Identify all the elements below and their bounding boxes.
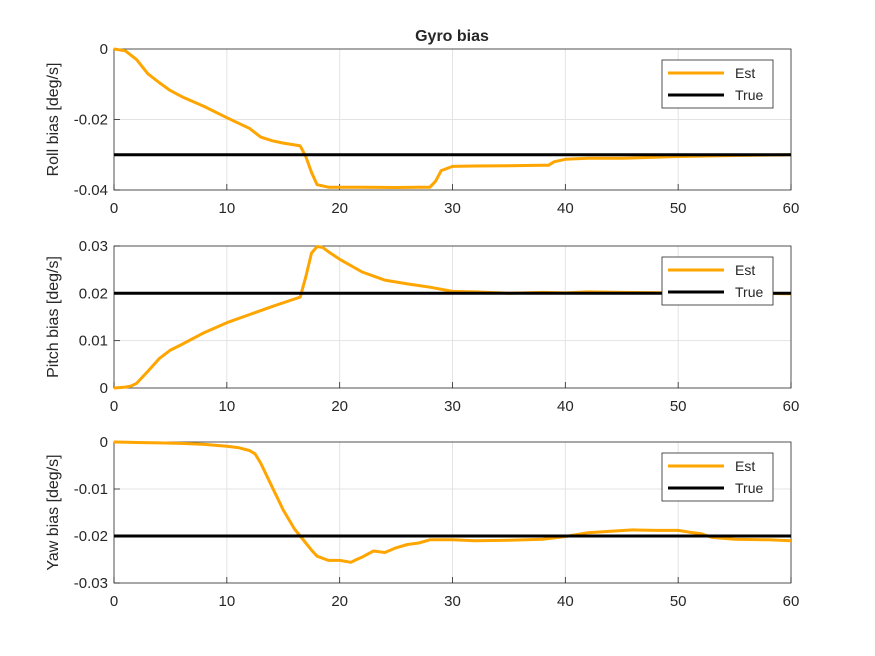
yaw-est-series-line (114, 440, 791, 564)
yaw-y-tick-label: -0.01 (74, 481, 108, 498)
yaw-x-tick-label: 40 (557, 593, 574, 610)
pitch-y-tick-label: 0.02 (79, 285, 108, 302)
yaw-x-tick-label: 10 (218, 593, 235, 610)
roll-x-tick-label: 50 (670, 200, 687, 217)
yaw-y-tick-label: -0.02 (74, 528, 108, 545)
yaw-x-tick-label: 60 (783, 593, 800, 610)
pitch-legend-label-est: Est (735, 262, 755, 278)
yaw-y-tick-label: 0 (100, 434, 108, 451)
yaw-bias-axes: 0 10 20 30 40 50 60 0 -0.01 -0.02 -0.03 Yaw bias [d… (45, 434, 799, 610)
roll-x-tick-label: 40 (557, 200, 574, 217)
pitch-x-tick-label: 60 (783, 398, 800, 415)
yaw-legend-label-est: Est (735, 458, 755, 474)
pitch-legend-box (661, 256, 774, 306)
yaw-legend-label-true: True (735, 480, 763, 496)
pitch-x-tick-label: 50 (670, 398, 687, 415)
roll-x-tick-label: 60 (783, 200, 800, 217)
roll-bias-axes: 0 10 20 30 40 50 60 0 -0.02 -0.04 Roll bias [deg/s… (45, 41, 799, 217)
roll-y-tick-label: 0 (100, 41, 108, 58)
yaw-y-tick-label: -0.03 (74, 575, 108, 592)
yaw-x-tick-label: 20 (331, 593, 348, 610)
pitch-bias-axes: 0 10 20 30 40 50 60 0 0.01 0.02 0.03 Pitch bias [de… (45, 238, 799, 415)
roll-legend-box (661, 59, 774, 109)
yaw-x-tick-label: 0 (110, 593, 118, 610)
pitch-legend-label-true: True (735, 284, 763, 300)
yaw-legend-box (661, 452, 774, 502)
pitch-y-axis-label: Pitch bias [deg/s] (45, 256, 62, 378)
roll-legend-label-est: Est (735, 65, 755, 81)
pitch-y-tick-label: 0.03 (79, 238, 108, 255)
roll-x-tick-label: 20 (331, 200, 348, 217)
roll-legend-label-true: True (735, 87, 763, 103)
yaw-y-axis-label: Yaw bias [deg/s] (45, 454, 62, 570)
pitch-x-tick-label: 30 (444, 398, 461, 415)
roll-x-tick-label: 0 (110, 200, 118, 217)
pitch-x-tick-label: 10 (218, 398, 235, 415)
yaw-x-tick-label: 50 (670, 593, 687, 610)
roll-y-tick-label: -0.02 (74, 112, 108, 129)
pitch-y-tick-label: 0.01 (79, 333, 108, 350)
roll-x-tick-label: 30 (444, 200, 461, 217)
pitch-x-tick-label: 0 (110, 398, 118, 415)
pitch-x-tick-label: 20 (331, 398, 348, 415)
figure-title: Gyro bias (415, 28, 489, 45)
roll-est-series-line (114, 47, 791, 189)
pitch-y-tick-label: 0 (100, 380, 108, 397)
roll-y-axis-label: Roll bias [deg/s] (45, 63, 62, 177)
yaw-x-tick-label: 30 (444, 593, 461, 610)
roll-y-tick-label: -0.04 (74, 182, 108, 199)
pitch-x-tick-label: 40 (557, 398, 574, 415)
roll-x-tick-label: 10 (218, 200, 235, 217)
